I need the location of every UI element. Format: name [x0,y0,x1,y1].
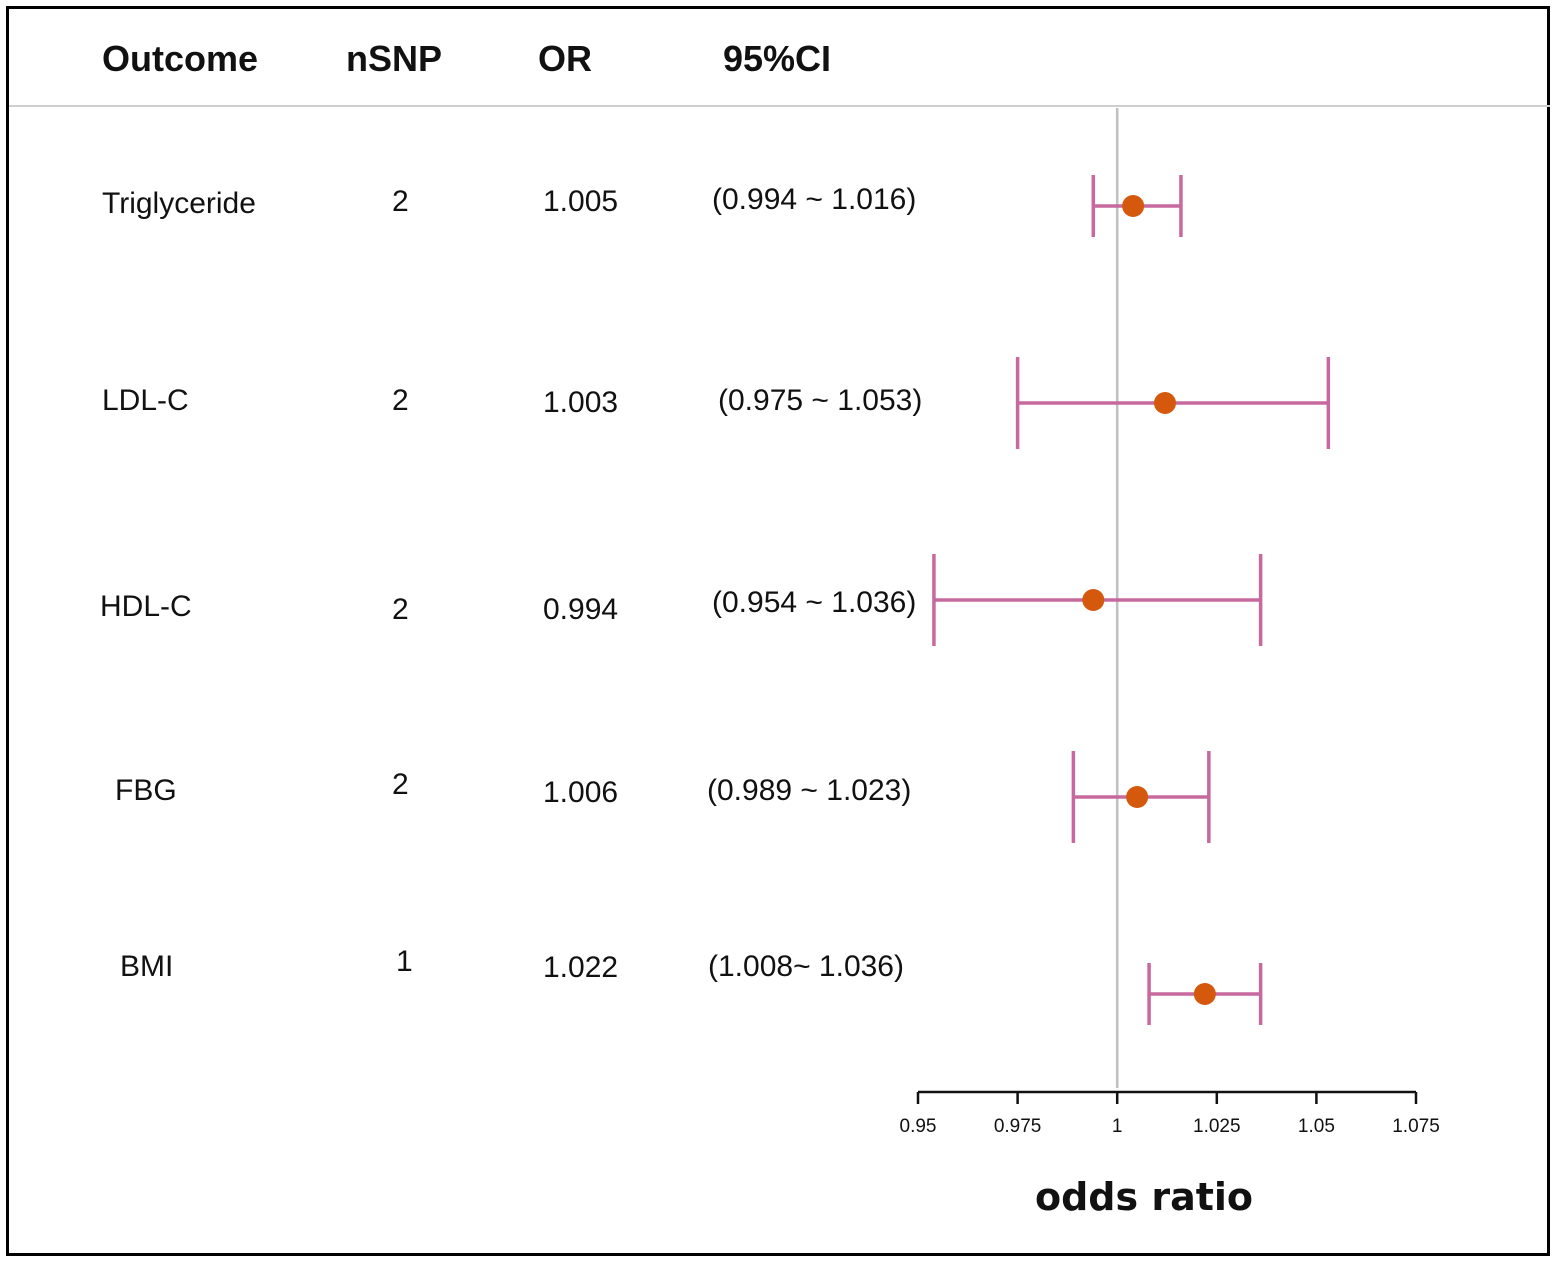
header-nsnp: nSNP [346,38,443,79]
row-outcome: BMI [120,950,174,983]
row-ci: (1.008~ 1.036) [708,950,904,983]
header-ci: 95%CI [723,38,832,79]
header-divider [9,105,1550,107]
x-tick-label: 0.95 [900,1116,937,1137]
figure-frame [6,6,1550,1256]
row-nsnp: 2 [392,185,409,218]
x-tick-label: 0.975 [994,1116,1042,1137]
row-nsnp: 2 [392,384,409,417]
row-nsnp: 1 [396,945,413,978]
row-outcome: LDL-C [102,384,189,417]
x-tick-label: 1 [1112,1116,1123,1137]
x-tick-label: 1.025 [1193,1116,1241,1137]
row-ci: (0.994 ~ 1.016) [712,183,917,216]
point-estimate [1126,786,1149,808]
point-estimate [1193,983,1216,1005]
row-or: 1.003 [543,386,619,419]
header-outcome: Outcome [102,38,259,79]
row-nsnp: 2 [392,768,409,801]
row-ci: (0.989 ~ 1.023) [707,774,912,807]
row-ci: (0.975 ~ 1.053) [718,384,923,417]
header-or: OR [538,38,592,79]
row-or: 1.006 [543,776,619,809]
x-axis-title: odds ratio [1035,1175,1253,1219]
row-outcome: HDL-C [100,590,192,623]
row-or: 0.994 [543,593,619,626]
row-outcome: Triglyceride [102,187,256,220]
row-or: 1.022 [543,951,619,984]
x-tick-label: 1.075 [1392,1116,1440,1137]
point-estimate [1122,195,1145,217]
x-tick-label: 1.05 [1298,1116,1335,1137]
point-estimate [1082,589,1105,611]
row-nsnp: 2 [392,593,409,626]
point-estimate [1154,392,1177,414]
row-ci: (0.954 ~ 1.036) [712,586,917,619]
row-outcome: FBG [115,774,177,807]
row-or: 1.005 [543,185,619,218]
